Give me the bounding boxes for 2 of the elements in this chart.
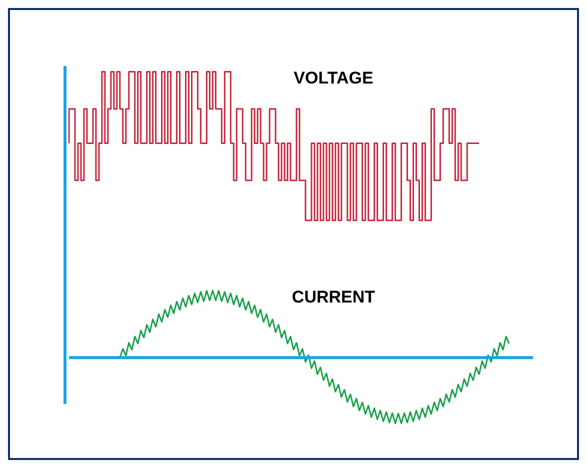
- series-label: VOLTAGE: [294, 68, 374, 88]
- series-label: CURRENT: [292, 287, 376, 306]
